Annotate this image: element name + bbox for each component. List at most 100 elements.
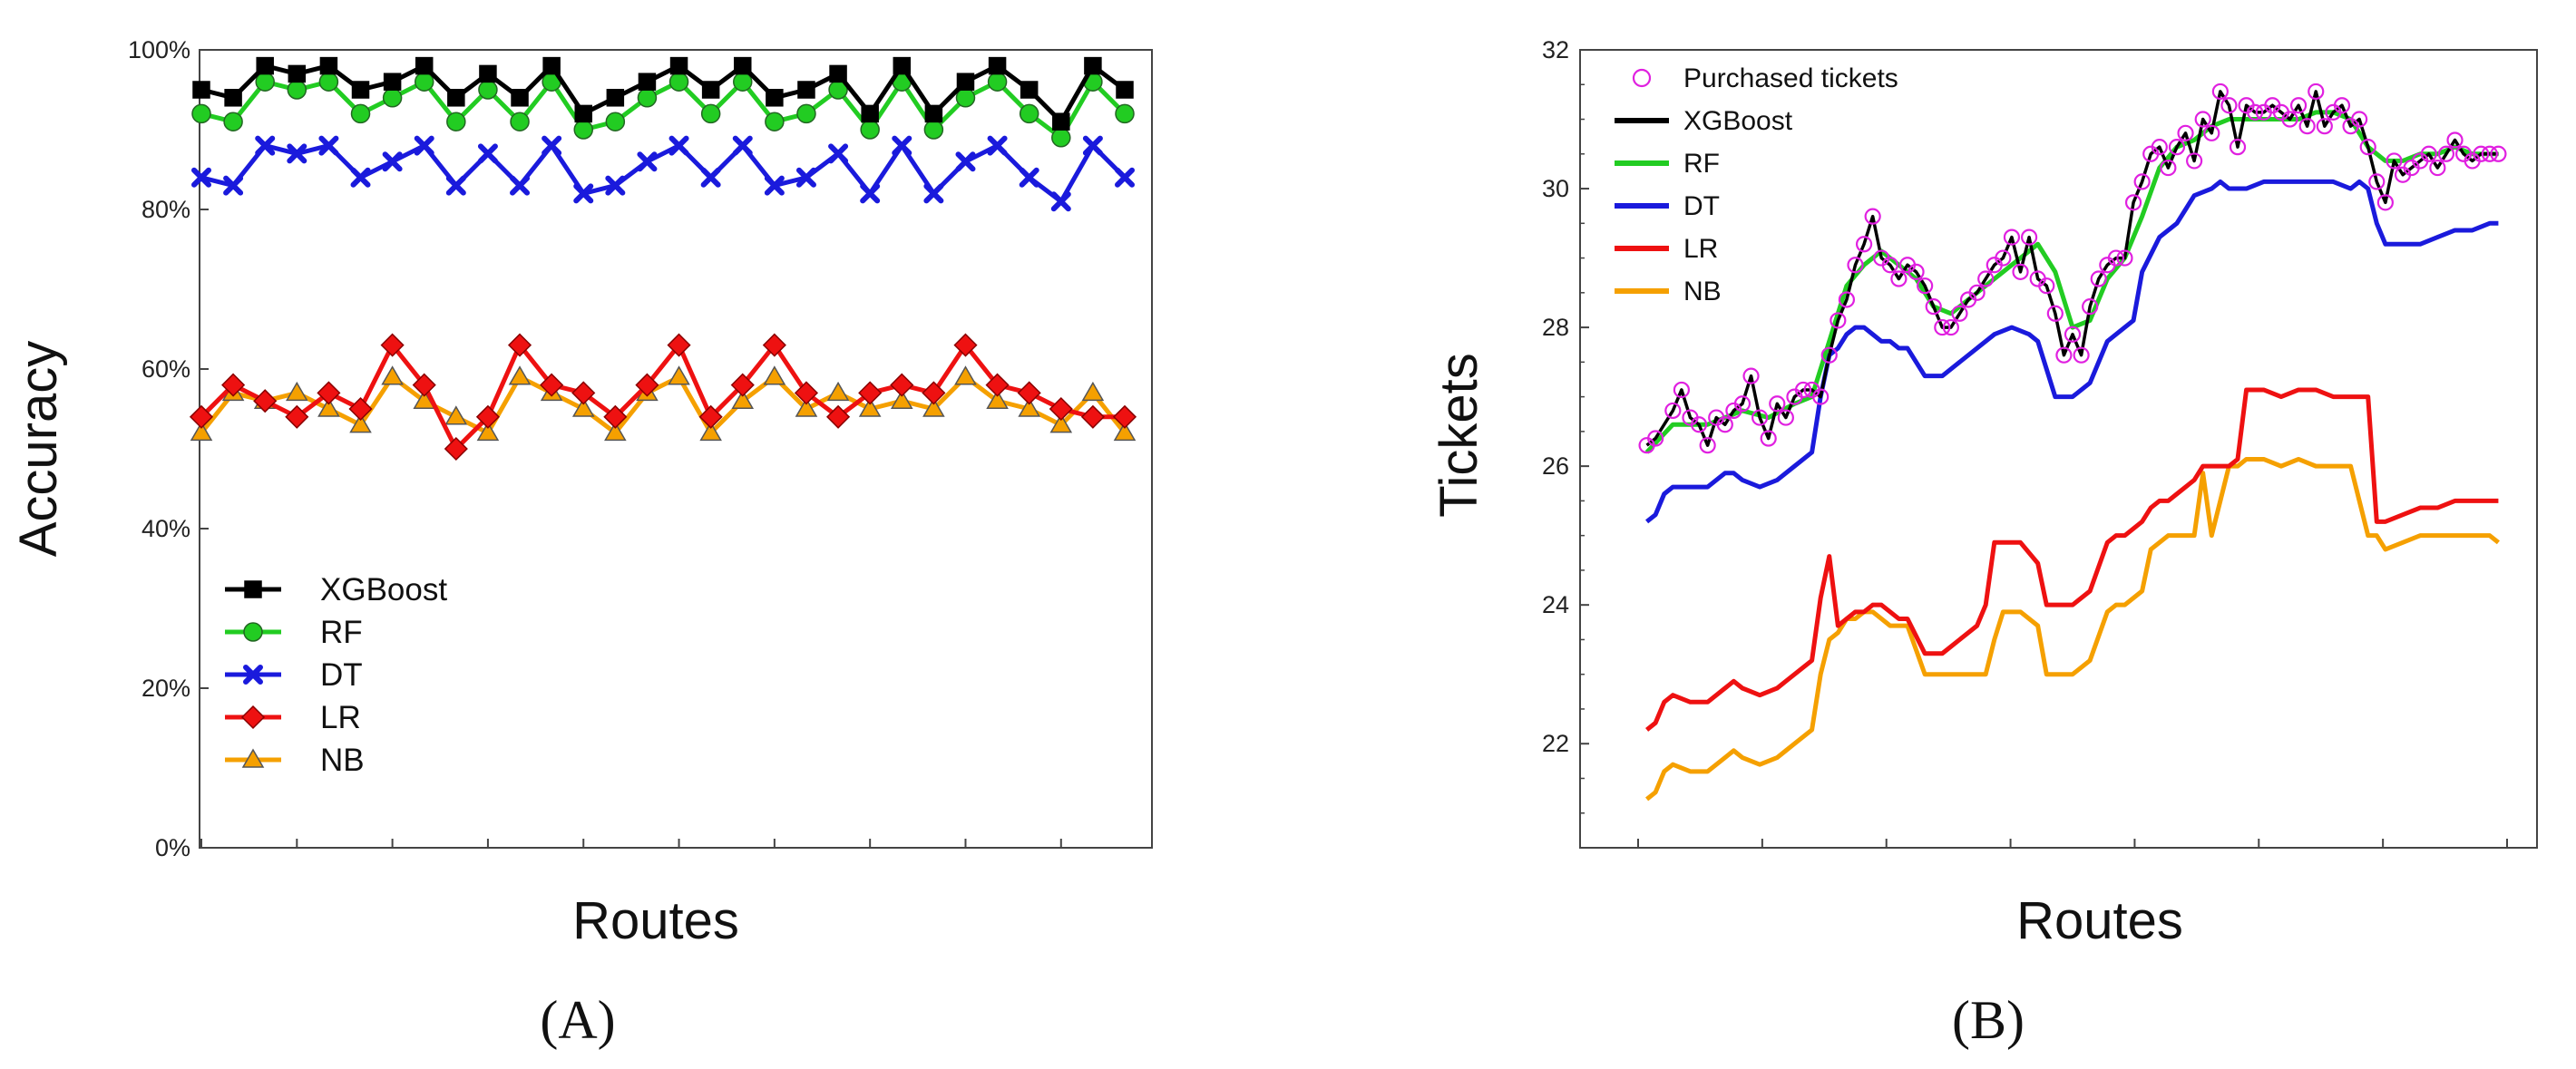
chart-a-point-rf xyxy=(318,72,339,92)
chart-b-purchased-point xyxy=(1690,416,1708,433)
chart-b-purchased-point xyxy=(1830,312,1847,329)
chart-a-point-dt-stroke xyxy=(605,175,626,196)
chart-a-point-nb xyxy=(508,365,532,385)
chart-b-purchased-point xyxy=(1733,395,1751,413)
chart-b-ytick-label: 28 xyxy=(1542,314,1569,341)
chart-b-purchased-point xyxy=(2446,131,2464,149)
chart-a-point-xgboost xyxy=(1020,81,1039,99)
chart-b-purchased-point xyxy=(1855,236,1873,253)
chart-a-point-nb xyxy=(1018,397,1040,417)
chart-a-point-lr xyxy=(444,436,468,462)
chart-a-point-xgboost xyxy=(447,89,465,107)
chart-b-ytick-label: 24 xyxy=(1542,591,1569,618)
chart-b-legend-label: NB xyxy=(1683,277,1722,306)
chart-a-point-lr xyxy=(667,333,691,357)
chart-b-purchased-point xyxy=(1751,409,1769,426)
chart-a-point-lr xyxy=(412,373,436,397)
chart-a-point-rf xyxy=(255,72,275,92)
chart-a-point-lr xyxy=(221,373,246,397)
chart-b-purchased-point xyxy=(1890,270,1908,287)
chart-a-point-lr xyxy=(475,404,500,429)
chart-b-purchased-point xyxy=(2429,159,2446,177)
chart-b-purchased-point xyxy=(2082,298,2099,316)
chart-b-purchased-point xyxy=(1995,249,2012,267)
chart-a-point-dt-stroke xyxy=(255,135,276,156)
chart-b-purchased-point xyxy=(2316,118,2333,135)
chart-b-purchased-point xyxy=(2073,346,2090,364)
chart-a-point-dt-stroke xyxy=(414,135,434,156)
chart-a-point-xgboost xyxy=(574,104,592,123)
chart-b-ylabel: Tickets xyxy=(1429,353,1488,518)
chart-a-point-dt xyxy=(668,135,689,156)
chart-a-point-dt xyxy=(255,135,276,156)
chart-a-legend-label: NB xyxy=(320,743,365,778)
chart-b-purchased-point xyxy=(1716,416,1733,433)
chart-a-point-xgboost xyxy=(766,89,784,107)
chart-a-ytick-label: 20% xyxy=(141,675,190,702)
chart-a-point-dt-stroke xyxy=(1115,167,1135,188)
chart-a-point-nb xyxy=(604,421,627,442)
chart-a-point-lr xyxy=(890,373,914,397)
chart-a-point-nb xyxy=(190,421,213,442)
chart-a-point-lr xyxy=(1080,404,1105,429)
chart-b-purchased-point xyxy=(1864,208,1881,225)
chart-a-point-xgboost xyxy=(924,104,943,123)
chart-a-point-lr xyxy=(380,333,405,357)
chart-a-point-dt xyxy=(605,175,626,196)
chart-b-ytick-label: 22 xyxy=(1542,730,1569,757)
chart-b-ytick-label: 30 xyxy=(1542,175,1569,202)
chart-a-point-lr xyxy=(540,373,564,397)
chart-b-purchased-point xyxy=(1742,367,1760,384)
chart-a-legend-marker xyxy=(241,748,265,768)
chart-a-point-dt xyxy=(573,183,594,204)
chart-b-xlabel: Routes xyxy=(2016,891,2183,950)
chart-a-point-nb xyxy=(476,421,500,442)
chart-a-point-lr xyxy=(253,389,278,413)
chart-b-purchased-point xyxy=(1881,257,1898,274)
chart-b-purchased-point xyxy=(2046,305,2064,322)
chart-a-point-nb xyxy=(668,365,690,385)
chart-a-point-xgboost xyxy=(988,56,1007,75)
chart-b-purchased-point xyxy=(1934,318,1951,336)
chart-a-point-lr xyxy=(635,373,659,397)
chart-b-purchased-point xyxy=(2298,118,2316,135)
chart-b-purchased-point xyxy=(2203,124,2220,141)
chart-a-panel-label: (A) xyxy=(540,990,615,1050)
chart-a-point-xgboost xyxy=(319,56,338,75)
chart-a-ylabel: Accuracy xyxy=(9,341,68,558)
chart-a-point-nb xyxy=(826,381,850,402)
chart-a-point-dt xyxy=(318,135,339,156)
chart-a-point-lr xyxy=(571,381,596,405)
chart-a-point-dt xyxy=(955,151,976,172)
chart-b-ytick-label: 26 xyxy=(1542,452,1569,480)
chart-a-point-rf xyxy=(573,120,593,140)
chart-b-line-nb xyxy=(1645,456,2500,802)
chart-a-point-xgboost xyxy=(511,89,529,107)
chart-a-legend-label: XGBoost xyxy=(320,572,447,607)
chart-a-point-dt-stroke xyxy=(542,135,562,156)
chart-a-ytick-label: 0% xyxy=(155,834,190,861)
chart-b-purchased-point xyxy=(1777,409,1794,426)
chart-b-purchased-point xyxy=(2229,139,2247,156)
chart-b-purchased-point xyxy=(1838,291,1856,308)
chart-a-point-dt xyxy=(445,175,466,196)
chart-b-axes: 22 24 26 28 30 32 xyxy=(1542,36,2508,848)
chart-a-point-xgboost xyxy=(829,64,847,83)
chart-a-point-rf xyxy=(700,103,721,124)
chart-a-point-rf xyxy=(414,72,434,92)
chart-a-point-rf xyxy=(382,88,403,108)
chart-a-point-dt-stroke xyxy=(987,135,1008,156)
chart-a-point-dt-stroke xyxy=(1019,167,1039,188)
chart-a-point-dt xyxy=(287,143,307,164)
chart-b-purchased-point xyxy=(2116,249,2133,267)
chart-b-purchased-point xyxy=(2289,97,2308,114)
chart-a-point-xgboost xyxy=(224,89,242,107)
chart-a-point-dt-stroke xyxy=(510,175,531,196)
chart-a-point-dt-stroke xyxy=(445,175,466,196)
chart-a-legend-label: LR xyxy=(320,700,361,735)
chart-a-point-dt-stroke xyxy=(732,135,753,156)
chart-a-point-dt-stroke xyxy=(828,143,849,164)
chart-a-point-dt xyxy=(477,143,498,164)
chart-b-purchased-point xyxy=(2012,263,2029,280)
chart-b-legend-label: Purchased tickets xyxy=(1683,63,1898,93)
